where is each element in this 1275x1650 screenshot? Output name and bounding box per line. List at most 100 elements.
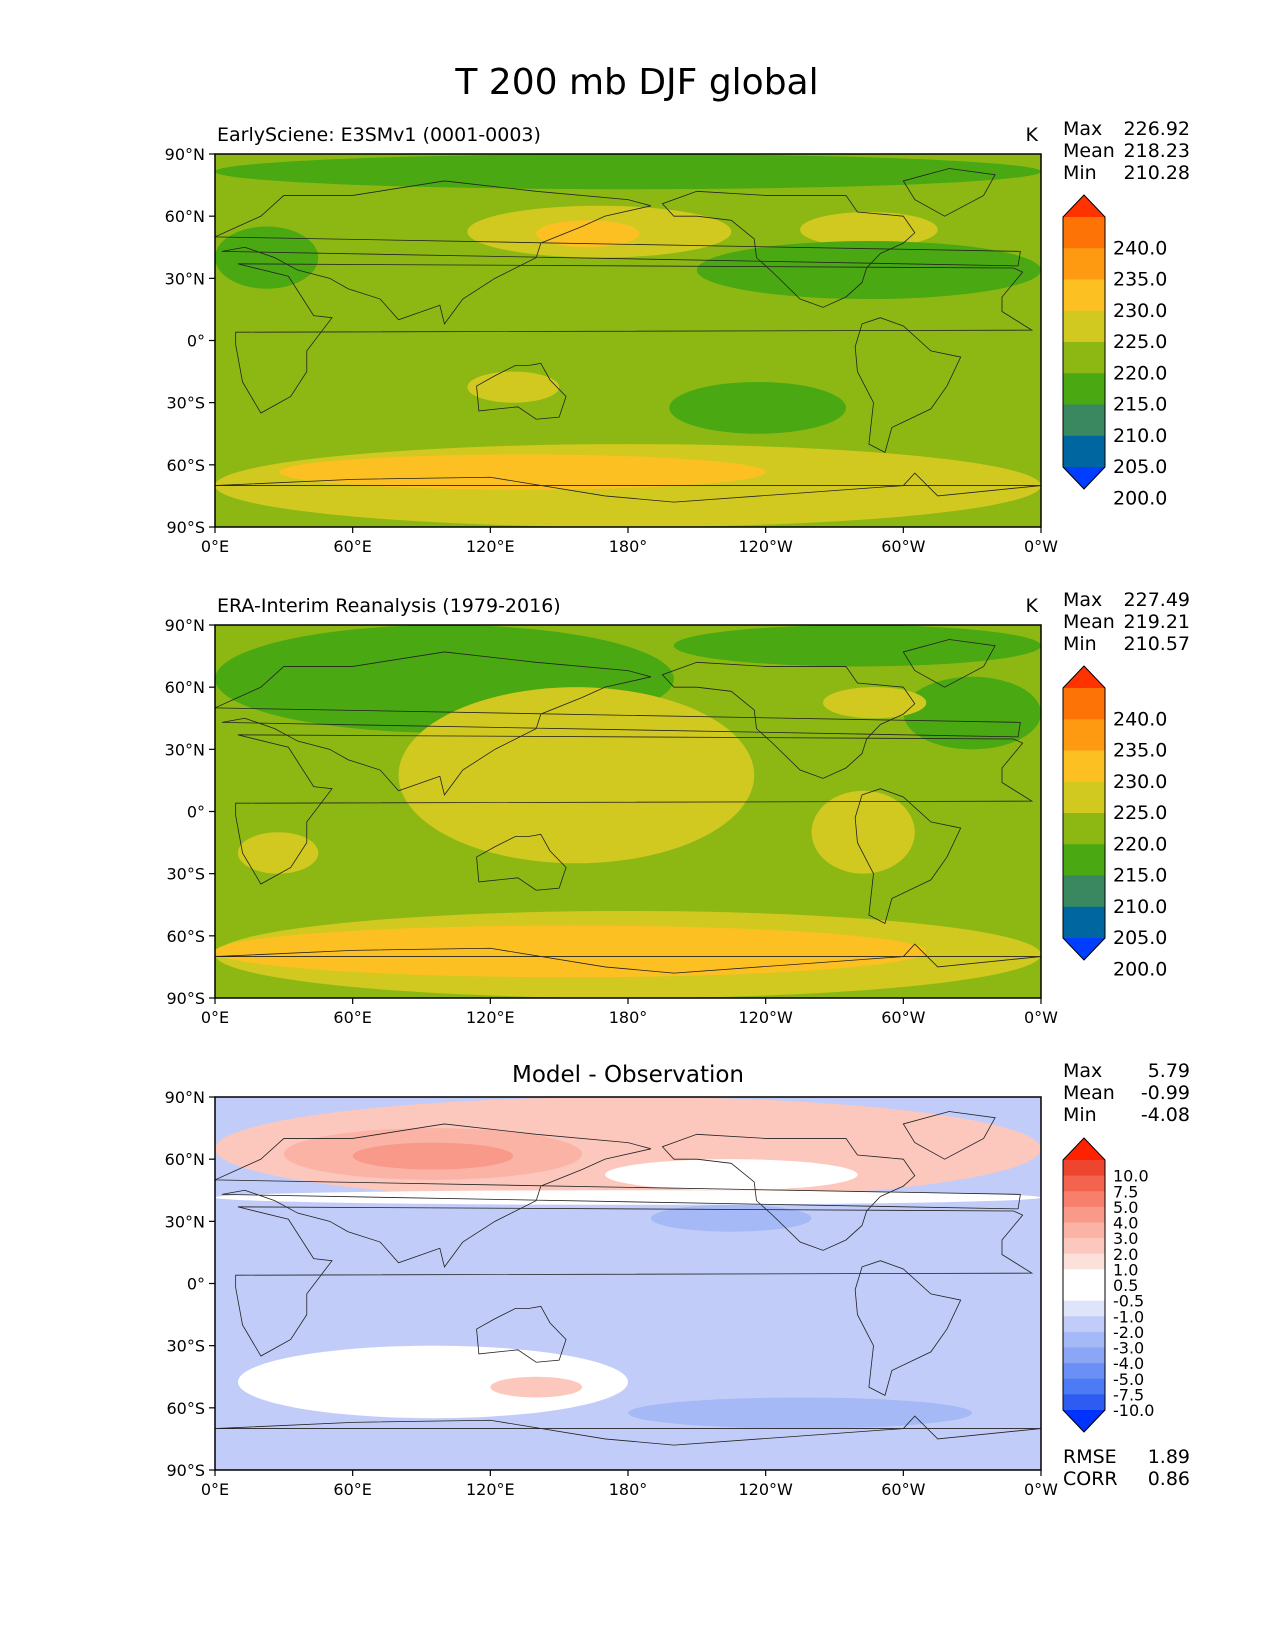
stat-mean-label: Mean xyxy=(1063,611,1115,633)
colorbar-tick-label: 235.0 xyxy=(1113,740,1167,762)
panel-test-stats: Max 226.92 Mean 218.23 Min 210.28 xyxy=(1063,118,1190,184)
x-tick-label: 60°W xyxy=(881,1480,925,1499)
colorbar-segment xyxy=(1063,719,1105,751)
y-tick-label: 30°S xyxy=(166,865,205,884)
y-tick-label: 60°S xyxy=(166,927,205,946)
colorbar-segment xyxy=(1063,217,1105,249)
contour-region xyxy=(696,241,1041,300)
contour-region xyxy=(536,220,640,248)
coastline xyxy=(235,734,1034,885)
stat-max-label: Max xyxy=(1063,118,1102,140)
corr-label: CORR xyxy=(1063,1468,1118,1490)
colorbar-segment xyxy=(1063,1331,1105,1348)
contour-region xyxy=(237,832,319,874)
corr-value: 0.86 xyxy=(1148,1468,1190,1490)
contour-region xyxy=(279,454,766,490)
x-tick-label: 60°W xyxy=(881,537,925,556)
colorbar-tick-label: -2.0 xyxy=(1113,1323,1144,1342)
contour-region xyxy=(650,1204,812,1232)
stat-mean-value: -0.99 xyxy=(1141,1082,1190,1104)
panel-difference-title: Model - Observation xyxy=(512,1062,744,1088)
contour-region xyxy=(800,212,938,248)
x-tick-label: 0°E xyxy=(201,1480,229,1499)
y-tick-label: 30°N xyxy=(165,740,205,759)
panel-difference: Model - Observation 0°E 60°E 120°E 180° 120°… xyxy=(165,1060,1190,1499)
x-tick-label: 120°E xyxy=(466,1480,515,1499)
colorbar-tick-label: 215.0 xyxy=(1113,394,1167,416)
stat-mean-label: Mean xyxy=(1063,1082,1115,1104)
colorbar-segment xyxy=(1063,875,1105,908)
panel-test-colorbar: 240.0 235.0 230.0 225.0 220.0 215.0 210.0 205.0… xyxy=(1062,194,1167,509)
colorbar-segment xyxy=(1063,373,1105,405)
x-tick-label: 0°W xyxy=(1024,537,1058,556)
colorbar-segment xyxy=(1063,310,1105,343)
colorbar-segment xyxy=(1063,1347,1105,1364)
panel-difference-stats: Max 5.79 Mean -0.99 Min -4.08 xyxy=(1063,1060,1190,1126)
colorbar-tick-label: 10.0 xyxy=(1113,1167,1149,1186)
x-tick-label: 60°E xyxy=(333,1008,371,1027)
colorbar-segment xyxy=(1063,1316,1105,1333)
contour-region xyxy=(352,1142,514,1170)
contour-region xyxy=(215,226,319,289)
colorbar-segment xyxy=(1063,248,1105,280)
colorbar-tick-label: 235.0 xyxy=(1113,269,1167,291)
panel-reference-colorbar: 240.0 235.0 230.0 225.0 220.0 215.0 210.0 205.0… xyxy=(1062,665,1167,980)
coastline xyxy=(854,788,962,924)
stat-max-value: 227.49 xyxy=(1124,589,1190,611)
colorbar-segment xyxy=(1063,1160,1105,1177)
contour-region xyxy=(215,154,1041,190)
colorbar-cap-top xyxy=(1063,666,1105,688)
y-tick-label: 90°S xyxy=(166,518,205,537)
panel-difference-colorbar: 10.07.55.04.03.02.01.00.5-0.5-1.0-2.0-3.… xyxy=(1062,1137,1154,1433)
x-tick-label: 180° xyxy=(609,537,648,556)
contour-region xyxy=(673,625,1041,667)
contour-region xyxy=(669,381,846,434)
coastline xyxy=(215,943,1041,974)
x-tick-label: 120°E xyxy=(466,537,515,556)
coastline xyxy=(661,1133,916,1251)
colorbar-tick-label: 230.0 xyxy=(1113,771,1167,793)
colorbar-cap-top xyxy=(1063,195,1105,217)
colorbar-tick-label: -10.0 xyxy=(1113,1401,1154,1420)
x-tick-label: 180° xyxy=(609,1008,648,1027)
colorbar-segment xyxy=(1063,435,1105,468)
stat-min-value: 210.57 xyxy=(1124,633,1190,655)
y-tick-label: 30°S xyxy=(166,394,205,413)
coastline xyxy=(215,180,1021,325)
stat-max-value: 5.79 xyxy=(1148,1060,1190,1082)
colorbar-tick-label: 240.0 xyxy=(1113,237,1167,259)
stat-max-label: Max xyxy=(1063,589,1102,611)
colorbar-tick-label: -0.5 xyxy=(1113,1292,1144,1311)
colorbar-segment xyxy=(1063,1378,1105,1395)
coastline xyxy=(476,833,567,891)
coastline xyxy=(854,1260,962,1396)
coastline xyxy=(215,472,1041,503)
y-tick-label: 60°N xyxy=(165,1150,205,1169)
x-tick-label: 120°W xyxy=(738,537,793,556)
colorbar-tick-label: -3.0 xyxy=(1113,1339,1144,1358)
stat-min-value: -4.08 xyxy=(1141,1104,1190,1126)
colorbar-tick-label: -4.0 xyxy=(1113,1354,1144,1373)
y-tick-label: 90°S xyxy=(166,989,205,1008)
colorbar-cap-top xyxy=(1063,1138,1105,1160)
y-tick-label: 90°S xyxy=(166,1461,205,1480)
colorbar-cap-bottom xyxy=(1063,938,1105,960)
stat-max-label: Max xyxy=(1063,1060,1102,1082)
rmse-value: 1.89 xyxy=(1148,1446,1190,1468)
colorbar-tick-label: -1.0 xyxy=(1113,1307,1144,1326)
colorbar-segment xyxy=(1063,1238,1105,1255)
panel-test-map xyxy=(215,154,1041,527)
panel-reference-title: ERA-Interim Reanalysis (1979-2016) xyxy=(217,595,561,617)
coastline xyxy=(854,317,962,453)
coastline xyxy=(661,190,916,308)
colorbar-segment xyxy=(1063,1206,1105,1223)
x-tick-label: 180° xyxy=(609,1480,648,1499)
panel-reference-stats: Max 227.49 Mean 219.21 Min 210.57 xyxy=(1063,589,1190,655)
colorbar-tick-label: 1.0 xyxy=(1113,1260,1138,1279)
colorbar-tick-label: -5.0 xyxy=(1113,1370,1144,1389)
colorbar-tick-label: -7.5 xyxy=(1113,1385,1144,1404)
contour-region xyxy=(467,371,560,403)
colorbar-tick-label: 200.0 xyxy=(1113,487,1167,509)
contour-region xyxy=(811,790,915,874)
colorbar-tick-label: 4.0 xyxy=(1113,1214,1138,1233)
